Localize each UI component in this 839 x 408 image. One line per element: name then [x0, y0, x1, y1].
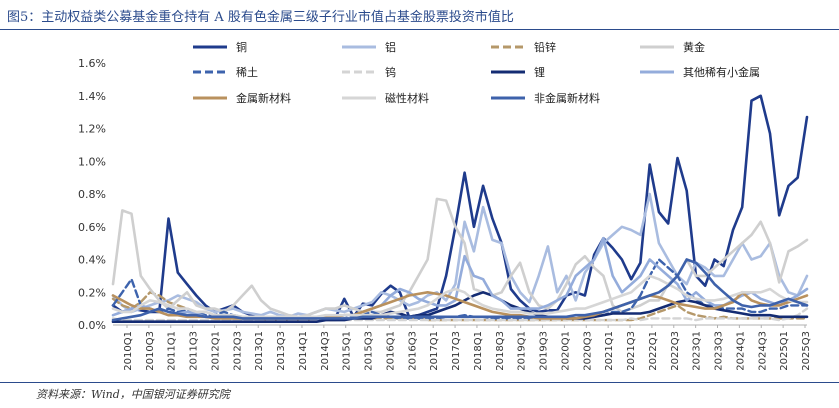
series-line-10: [111, 274, 809, 319]
x-tick-label: 2020Q1: [560, 331, 571, 371]
x-tick-label: 2020Q3: [582, 331, 593, 371]
x-tick-label: 2018Q1: [473, 331, 484, 371]
y-tick-label: 0.6%: [78, 221, 106, 234]
x-tick-label: 2019Q3: [539, 331, 550, 371]
series-line-7: [111, 291, 809, 323]
legend-label: 其他稀有小金属: [683, 65, 760, 79]
legend-label: 金属新材料: [236, 91, 291, 105]
legend-label: 铜: [236, 40, 247, 54]
series-line-1: [111, 94, 809, 322]
y-tick-label: 0.4%: [78, 254, 106, 267]
legend-label: 磁性材料: [385, 91, 429, 105]
legend-label: 铝: [385, 40, 396, 54]
x-tick-label: 2018Q3: [495, 331, 506, 371]
legend-label: 非金属新材料: [534, 91, 600, 105]
y-tick-label: 1.2%: [78, 123, 106, 136]
x-tick-label: 2017Q1: [429, 331, 440, 371]
x-tick-label: 2016Q1: [385, 331, 396, 371]
series-layer: [111, 94, 809, 323]
y-tick-label: 1.0%: [78, 155, 106, 168]
x-tick-label: 2011Q1: [167, 331, 178, 371]
x-tick-label: 2019Q1: [517, 331, 528, 371]
legend-label: 黄金: [683, 40, 705, 54]
legend-label: 钨: [385, 66, 396, 79]
series-line-6: [111, 307, 809, 322]
source-divider: [0, 382, 839, 383]
series-line-4: [111, 197, 809, 319]
x-tick-label: 2011Q3: [189, 331, 200, 371]
figure-title: 图5：主动权益类公募基金重仓持有 A 股有色金属三级子行业市值占基金股票投资市值…: [7, 10, 514, 25]
legend-label: 稀土: [236, 66, 258, 79]
series-line-3: [111, 291, 809, 322]
x-tick-label: 2024Q3: [757, 331, 768, 371]
x-tick-label: 2021Q1: [604, 331, 615, 371]
x-tick-label: 2015Q1: [342, 331, 353, 371]
x-tick-label: 2010Q3: [145, 331, 156, 371]
series-line-9: [111, 291, 809, 320]
x-tick-label: 2010Q1: [123, 331, 134, 371]
x-tick-label: 2025Q3: [801, 331, 812, 371]
source-note: 资料来源：Wind，中国银河证券研究院: [36, 388, 230, 401]
y-axis: 0.0% 0.2% 0.4% 0.6% 0.8% 1.0% 1.2% 1.4% 1.6%: [78, 57, 807, 332]
legend-label: 锂: [534, 65, 545, 79]
y-tick-label: 0.8%: [78, 188, 106, 201]
x-tick-label: 2013Q3: [276, 331, 287, 371]
x-tick-label: 2014Q1: [298, 331, 309, 371]
line-chart: 0.0% 0.2% 0.4% 0.6% 0.8% 1.0% 1.2% 1.4% 1.6% 201…: [78, 40, 812, 371]
x-tick-label: 2013Q1: [254, 331, 265, 371]
x-tick-label: 2024Q1: [735, 331, 746, 371]
x-tick-label: 2022Q3: [670, 331, 681, 371]
x-tick-label: 2017Q3: [451, 331, 462, 371]
x-tick-label: 2022Q1: [648, 331, 659, 371]
x-tick-label: 2012Q1: [210, 331, 221, 371]
x-tick-label: 2015Q3: [364, 331, 375, 371]
x-tick-label: 2021Q3: [626, 331, 637, 371]
series-line-11: [111, 258, 809, 322]
legend-label: 铅锌: [534, 40, 556, 54]
title-divider: [0, 29, 839, 30]
x-tick-label: 2023Q3: [714, 331, 725, 371]
x-tick-label: 2012Q3: [232, 331, 243, 371]
x-tick-label: 2014Q3: [320, 331, 331, 371]
y-tick-label: 1.6%: [78, 57, 106, 70]
y-tick-label: 1.4%: [78, 90, 106, 103]
x-tick-label: 2025Q1: [779, 331, 790, 371]
x-axis: 2010Q1 2010Q3 2011Q1 2011Q3 2012Q1 2012Q3 2013…: [123, 325, 812, 371]
x-tick-label: 2016Q3: [407, 331, 418, 371]
x-tick-label: 2023Q1: [692, 331, 703, 371]
y-tick-label: 0.0%: [78, 319, 106, 332]
y-tick-label: 0.2%: [78, 286, 106, 299]
